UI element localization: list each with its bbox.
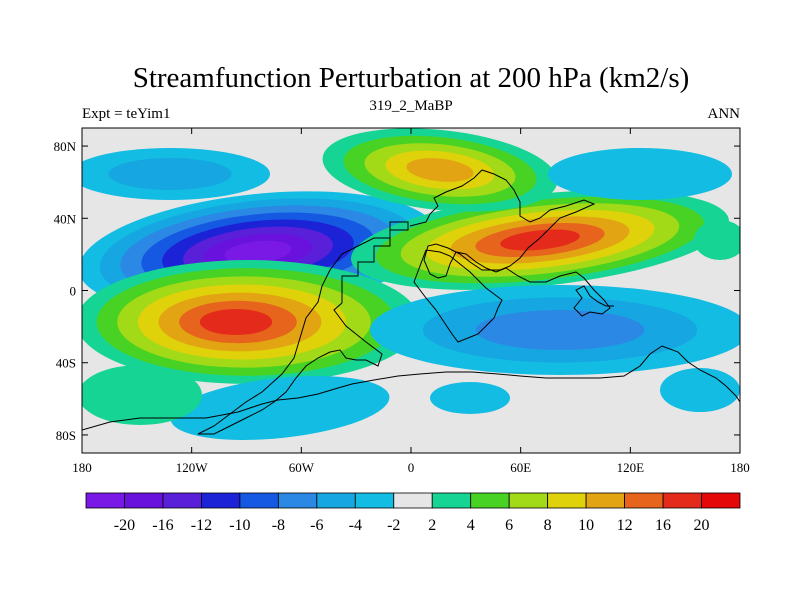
contour-band xyxy=(82,365,202,425)
x-tick-label: 180 xyxy=(72,460,92,475)
contour-region-low-far-south xyxy=(430,382,510,414)
colorbar-label: 6 xyxy=(505,517,513,534)
colorbar-box xyxy=(239,492,279,509)
contour-band xyxy=(199,308,273,336)
y-tick-label: 40N xyxy=(54,211,77,226)
colorbar-label: 10 xyxy=(578,517,594,534)
x-tick-label: 120E xyxy=(617,460,645,475)
colorbar-box xyxy=(701,492,741,509)
colorbar-box xyxy=(431,492,472,509)
colorbar-box xyxy=(508,492,549,509)
colorbar-label: -4 xyxy=(349,517,362,534)
x-tick-label: 180 xyxy=(730,460,750,475)
colorbar-label: -12 xyxy=(191,517,212,534)
colorbar-box xyxy=(277,492,318,509)
colorbar-box xyxy=(393,492,433,509)
coastline-antarctica xyxy=(82,345,740,431)
experiment-label: Expt = teYim1 xyxy=(82,106,170,122)
y-tick-label: 80S xyxy=(56,428,76,443)
colorbar-label: -20 xyxy=(114,517,135,534)
contour-region-high-south-pacific xyxy=(82,365,202,425)
plot-area xyxy=(81,127,741,454)
colorbar-box xyxy=(201,492,241,509)
case-label: 319_2_MaBP xyxy=(369,98,452,114)
coastline-africa xyxy=(413,249,503,343)
contour-region-high-south-atlantic xyxy=(82,260,420,384)
y-axis: 80N 40N 0 40S 80S xyxy=(54,139,740,443)
contour-band xyxy=(406,158,474,182)
colorbar-label: 8 xyxy=(544,517,552,534)
contour-band xyxy=(694,220,740,260)
contour-region-low-north-pacific-east xyxy=(548,148,732,200)
colorbar-label: 12 xyxy=(617,517,633,534)
season-label: ANN xyxy=(708,106,741,122)
contour-band xyxy=(430,382,510,414)
colorbar-label: 20 xyxy=(694,517,710,534)
colorbar-label: -8 xyxy=(272,517,285,534)
colorbar-box xyxy=(162,492,202,509)
y-tick-label: 80N xyxy=(54,139,77,154)
y-tick-label: 40S xyxy=(56,356,76,371)
contour-band xyxy=(170,376,390,440)
coastline-americas xyxy=(197,221,409,435)
colorbar-box xyxy=(124,492,164,509)
x-axis: 180 120W 60W 0 60E 120E 180 xyxy=(72,128,750,475)
contour-region-high-europe xyxy=(322,128,558,212)
contour-region-low-indian-ocean xyxy=(370,285,740,375)
colorbar-box xyxy=(354,492,395,509)
contour-region-low-southeast xyxy=(660,368,740,412)
y-tick-label: 0 xyxy=(70,284,77,299)
colorbar-label: 4 xyxy=(467,517,475,534)
colorbar-label: 2 xyxy=(428,517,436,534)
colorbar-box xyxy=(585,492,625,509)
colorbar-box xyxy=(470,492,510,509)
colorbar-label: -6 xyxy=(310,517,323,534)
contour-band xyxy=(475,310,645,350)
contour-region-high-asia-band xyxy=(350,190,730,290)
colorbar-box xyxy=(624,492,664,509)
contour-band xyxy=(108,158,232,190)
colorbar-box xyxy=(316,492,356,509)
coastline-eurasia xyxy=(409,169,614,317)
coastlines xyxy=(82,169,740,435)
colorbar-box xyxy=(547,492,587,509)
x-tick-label: 120W xyxy=(176,460,209,475)
contour-band xyxy=(224,240,292,264)
contour-region-high-east-equatorial xyxy=(694,220,740,260)
chart-title: Streamfunction Perturbation at 200 hPa (… xyxy=(133,62,690,94)
colorbar-box xyxy=(662,492,702,509)
contour-band xyxy=(500,229,580,251)
x-tick-label: 0 xyxy=(408,460,415,475)
contour-region-low-north-pacific-west xyxy=(82,148,270,200)
contour-band xyxy=(548,148,732,200)
colorbar-box xyxy=(85,492,125,509)
colorbar: -20 -16 -12 -10 -8 -6 -4 -2 2 4 6 8 10 12 16 20 xyxy=(85,492,741,534)
contour-band xyxy=(660,368,740,412)
colorbar-label: -16 xyxy=(152,517,173,534)
contour-region-low-southwest xyxy=(170,376,390,440)
x-tick-label: 60E xyxy=(510,460,531,475)
colorbar-label: -10 xyxy=(229,517,250,534)
contour-field xyxy=(82,128,740,440)
x-tick-label: 60W xyxy=(289,460,315,475)
colorbar-label: 16 xyxy=(655,517,671,534)
colorbar-label: -2 xyxy=(387,517,400,534)
